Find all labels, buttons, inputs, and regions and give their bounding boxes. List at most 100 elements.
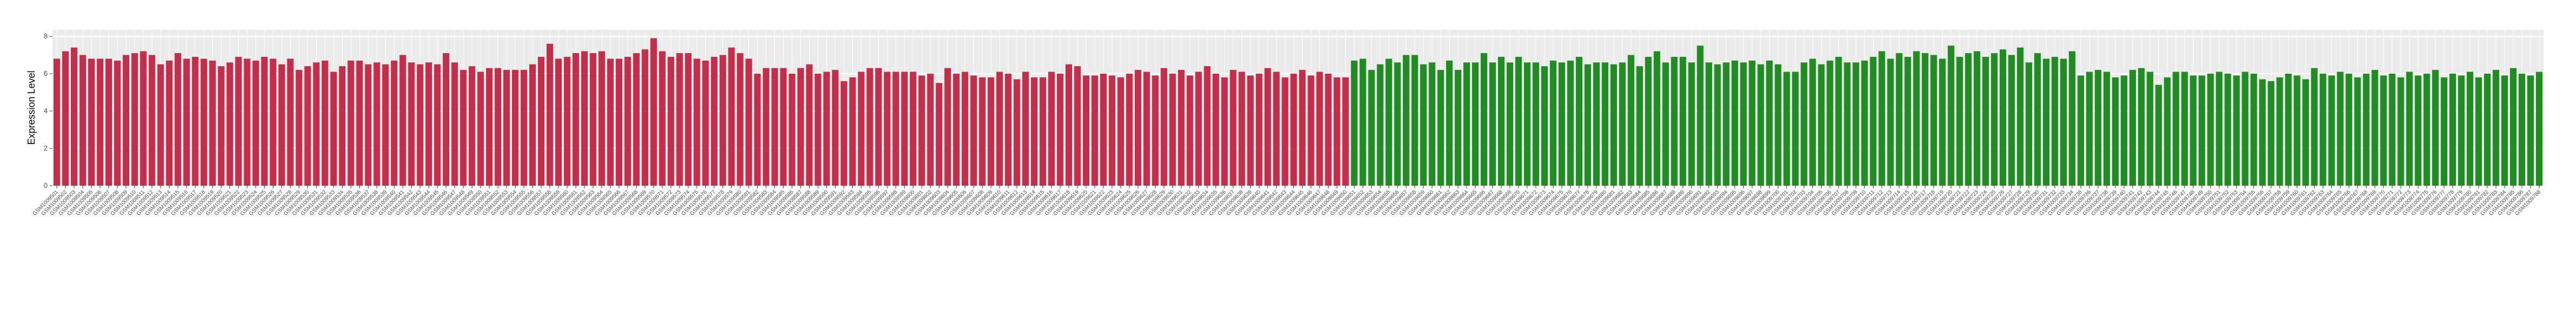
bar xyxy=(1861,60,1868,186)
bar xyxy=(200,58,207,186)
bar xyxy=(1056,74,1064,186)
bar xyxy=(1792,71,1799,186)
bar xyxy=(114,60,121,186)
bar xyxy=(2294,75,2301,186)
bar xyxy=(140,51,147,186)
bar xyxy=(1282,77,1289,186)
bar xyxy=(1974,51,1981,186)
bar xyxy=(1256,74,1263,186)
bar xyxy=(2008,55,2015,186)
bar xyxy=(1757,64,1764,186)
bar xyxy=(2467,71,2474,186)
bar xyxy=(2475,77,2482,186)
bar xyxy=(1991,53,1998,186)
bar xyxy=(996,71,1003,186)
bar xyxy=(1325,74,1332,186)
bar xyxy=(624,57,631,186)
bar xyxy=(728,47,735,186)
bar xyxy=(1982,57,1989,186)
bar xyxy=(1247,75,1254,186)
bar xyxy=(2509,68,2517,186)
bar xyxy=(62,51,69,186)
bar xyxy=(1697,45,1704,186)
bar xyxy=(2172,71,2179,186)
bar xyxy=(1342,77,1349,186)
y-tick-label: 4 xyxy=(44,107,48,115)
bar xyxy=(1420,64,1427,186)
bar xyxy=(1455,70,1462,186)
bar xyxy=(70,47,78,186)
bar xyxy=(192,57,199,186)
bar xyxy=(373,62,380,186)
bar xyxy=(469,66,476,186)
bar xyxy=(667,57,674,186)
bar xyxy=(391,60,398,186)
bar xyxy=(148,55,155,186)
bar xyxy=(1299,70,1306,186)
bar xyxy=(875,68,882,186)
bar xyxy=(832,70,839,186)
bar xyxy=(581,51,588,186)
bar xyxy=(1818,64,1825,186)
bar xyxy=(1065,64,1073,186)
bar xyxy=(1212,74,1219,186)
bar xyxy=(927,74,934,186)
bar xyxy=(1627,55,1634,186)
bar xyxy=(1221,77,1228,186)
bar xyxy=(2138,68,2145,186)
bar xyxy=(503,70,510,186)
bar xyxy=(1074,66,1081,186)
bar xyxy=(2129,70,2136,186)
bar xyxy=(1896,53,1903,186)
bar xyxy=(1411,55,1418,186)
bar xyxy=(408,62,415,186)
bar xyxy=(1307,75,1315,186)
bar xyxy=(1645,57,1652,186)
bar xyxy=(1186,75,1193,186)
bar xyxy=(261,57,268,186)
bar xyxy=(304,66,311,186)
bar xyxy=(295,70,303,186)
bar xyxy=(676,53,683,186)
bar xyxy=(477,71,484,186)
bar xyxy=(2000,49,2007,186)
bar xyxy=(1731,60,1738,186)
bar xyxy=(1671,57,1678,186)
bar xyxy=(814,74,822,186)
bar xyxy=(2285,74,2292,186)
bar xyxy=(183,58,190,186)
bar xyxy=(2484,74,2491,186)
bar xyxy=(858,71,865,186)
bar xyxy=(157,64,164,186)
bar xyxy=(347,60,354,186)
bar xyxy=(1204,66,1211,186)
bar xyxy=(235,57,242,186)
bar xyxy=(771,68,778,186)
bar xyxy=(615,58,622,186)
bar xyxy=(1870,57,1877,186)
bar xyxy=(1887,58,1894,186)
bar xyxy=(2268,81,2275,186)
bar xyxy=(2380,75,2387,186)
bar xyxy=(1463,62,1470,186)
bar xyxy=(988,77,995,186)
bar xyxy=(1403,55,1410,186)
bar xyxy=(1852,62,1859,186)
bar xyxy=(1498,57,1505,186)
bar xyxy=(174,53,181,186)
bar xyxy=(2103,71,2110,186)
bar xyxy=(754,74,761,186)
bar xyxy=(1169,74,1176,186)
bar xyxy=(313,62,320,186)
bar xyxy=(2233,75,2240,186)
bar xyxy=(2493,70,2500,186)
bar xyxy=(2441,77,2448,186)
bar xyxy=(1333,77,1340,186)
bar xyxy=(1593,62,1600,186)
bar xyxy=(2094,70,2101,186)
bar xyxy=(1844,62,1851,186)
bar xyxy=(823,71,830,186)
bar xyxy=(2432,70,2439,186)
bar xyxy=(2068,51,2076,186)
bar xyxy=(1160,68,1167,186)
